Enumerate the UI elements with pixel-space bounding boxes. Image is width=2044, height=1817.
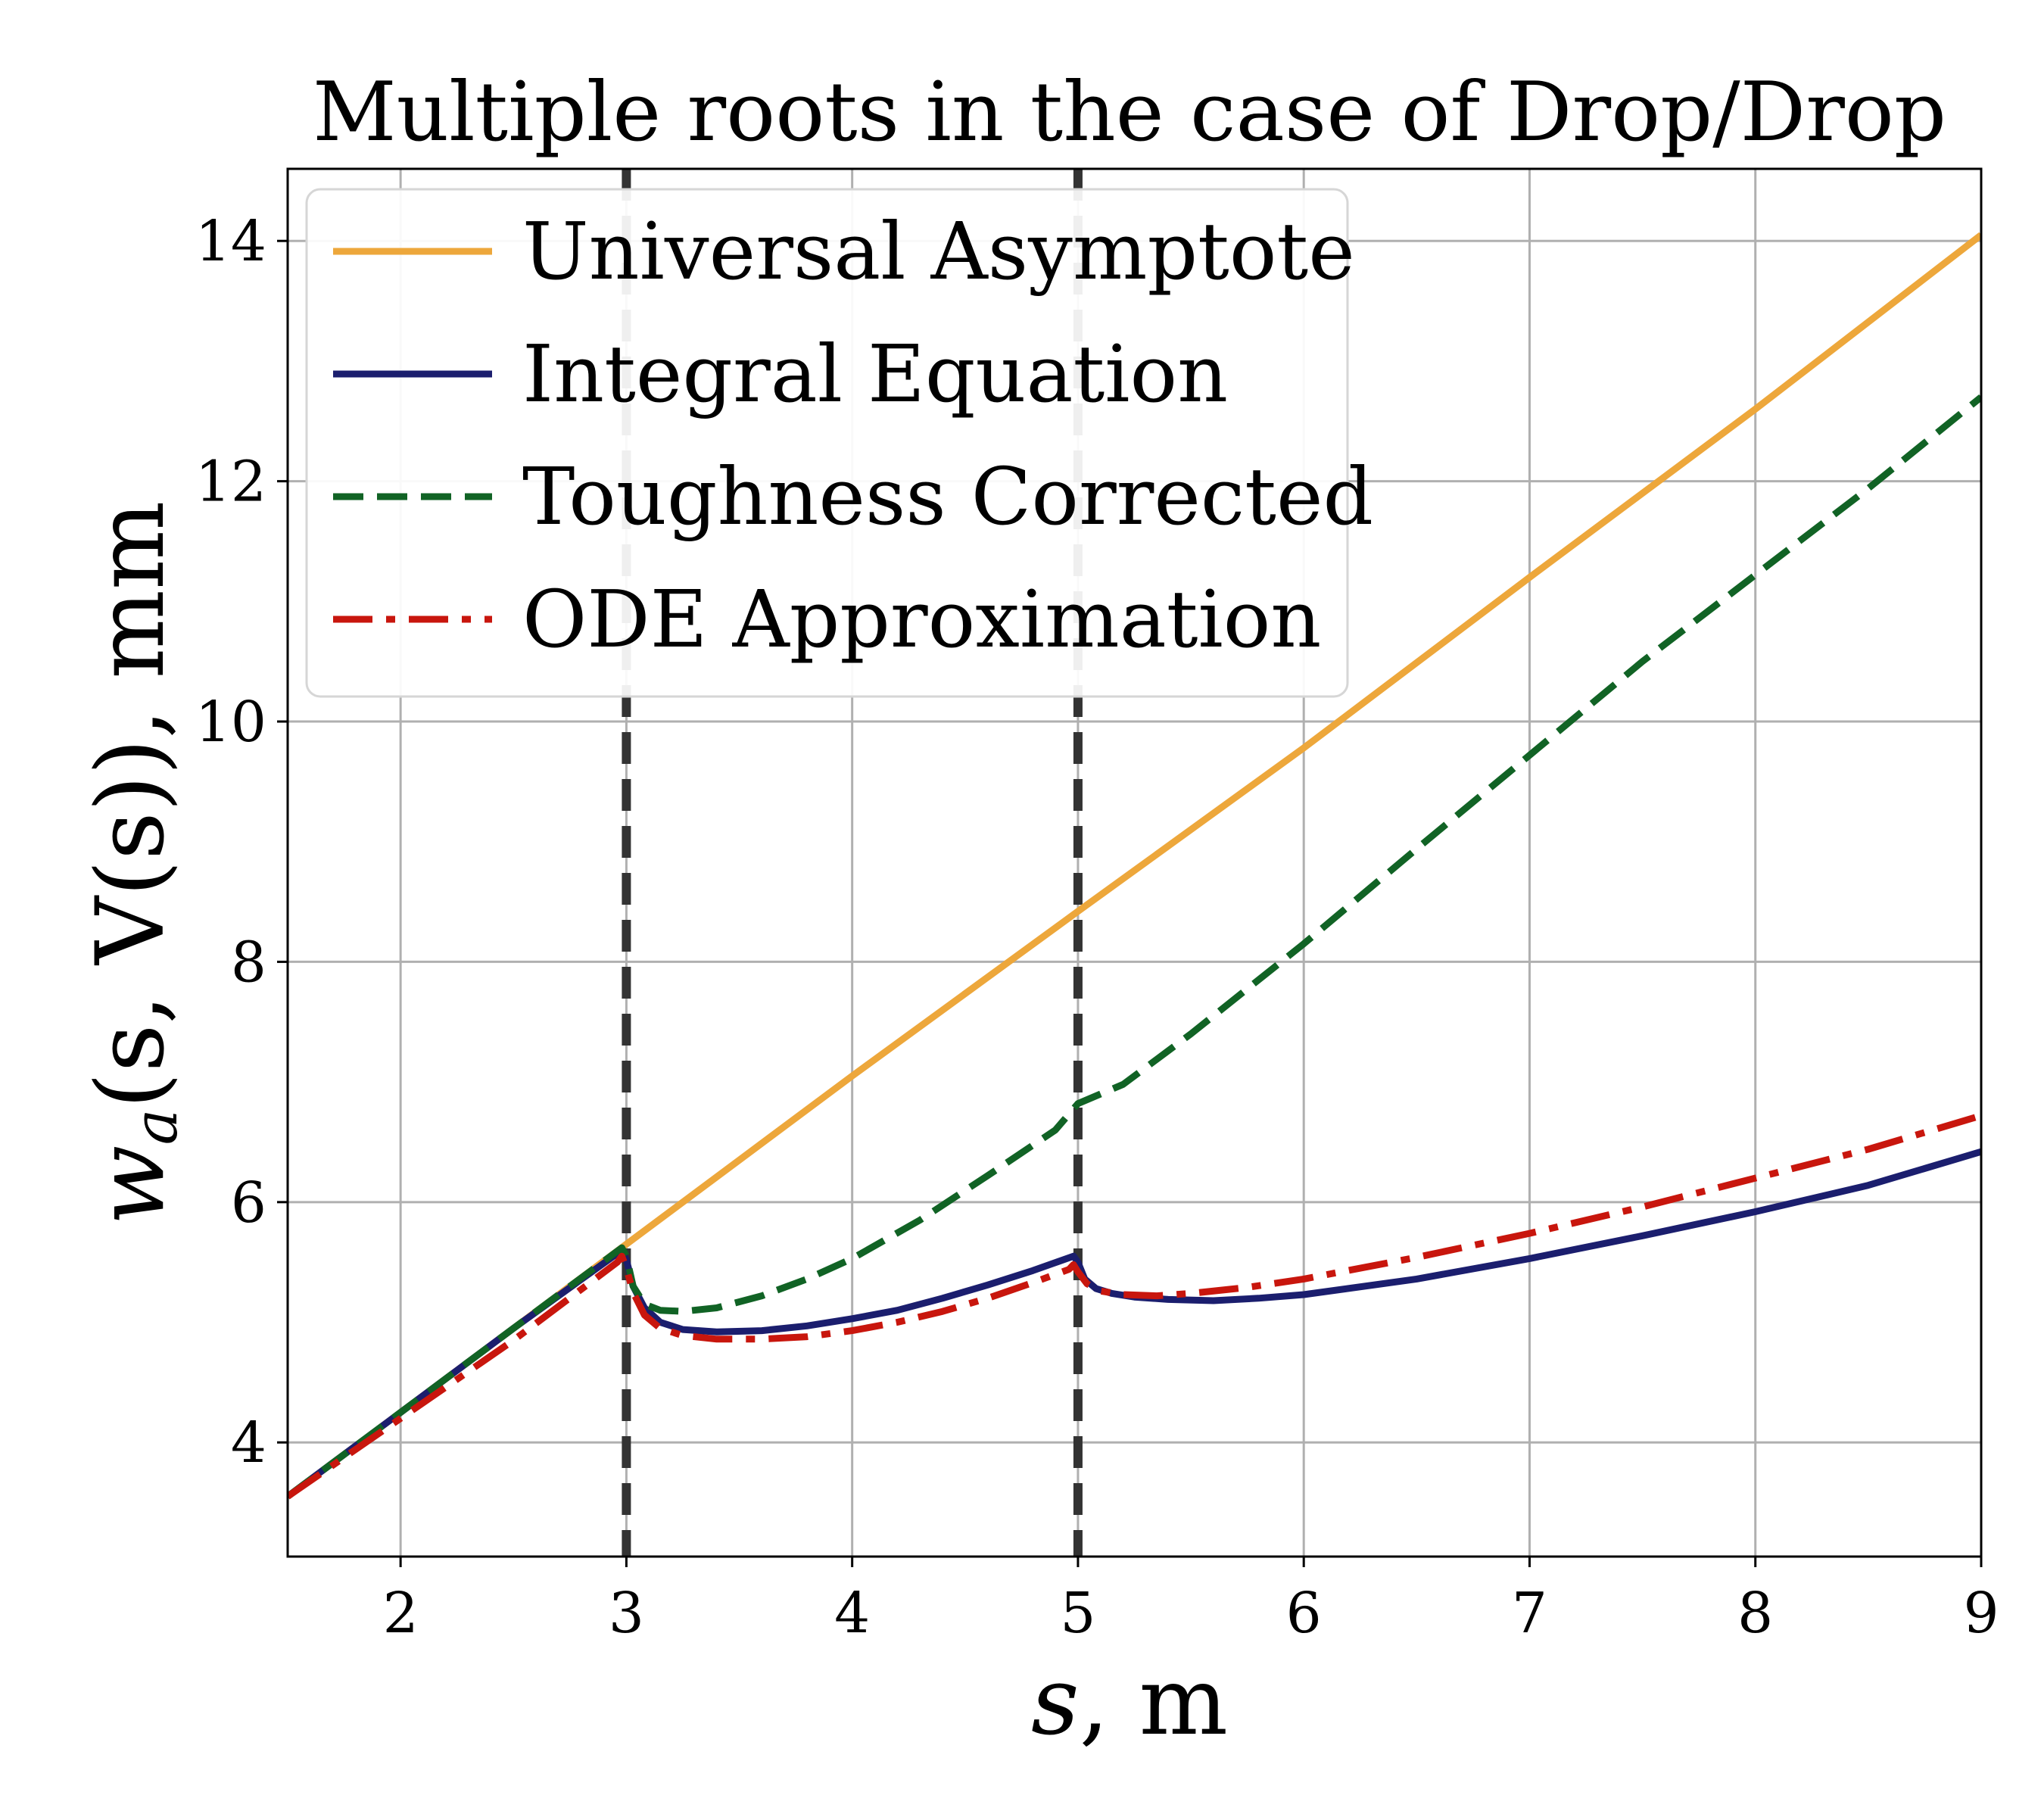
y-tick-label: 8 — [231, 930, 266, 995]
y-axis-subscript: a — [120, 1109, 191, 1145]
legend-label: Universal Asymptote — [522, 205, 1355, 298]
x-tick-label: 5 — [1060, 1581, 1095, 1646]
y-axis-ticks: 4 6 8 10 12 14 — [195, 209, 288, 1476]
x-axis-ticks: 2 3 4 5 6 7 8 9 — [383, 1557, 1999, 1646]
series-group — [288, 232, 1981, 1500]
x-axis-unit: , m — [1080, 1647, 1228, 1756]
x-tick-label: 8 — [1737, 1581, 1773, 1646]
x-axis-label: s, m — [1031, 1647, 1228, 1756]
legend-box — [305, 188, 1349, 698]
series-line-toughness-corrected — [288, 394, 1981, 1500]
x-tick-label: 4 — [834, 1581, 870, 1646]
y-axis-label: wa(s, V(s)), mm — [76, 501, 191, 1226]
x-tick-label: 7 — [1512, 1581, 1547, 1646]
x-axis-variable: s — [1031, 1647, 1080, 1756]
y-axis-arguments: (s, V(s)), mm — [76, 501, 185, 1109]
chart-title: Multiple roots in the case of Drop/Drop — [313, 65, 1946, 160]
y-tick-label: 10 — [195, 690, 266, 755]
series-line-ode-approximation — [288, 1112, 1981, 1500]
x-tick-label: 3 — [609, 1581, 644, 1646]
y-axis-variable: w — [76, 1145, 185, 1225]
legend-label: Integral Equation — [522, 328, 1228, 420]
y-tick-label: 14 — [195, 209, 266, 274]
plot-frame — [286, 167, 1983, 1558]
x-tick-label: 6 — [1286, 1581, 1322, 1646]
x-tick-label: 9 — [1963, 1581, 1999, 1646]
vertical-markers — [622, 169, 1083, 1557]
y-tick-label: 4 — [231, 1410, 266, 1476]
y-tick-label: 12 — [195, 450, 266, 515]
x-tick-label: 2 — [383, 1581, 419, 1646]
series-line-integral-equation — [288, 1148, 1981, 1500]
legend-label: Toughness Corrected — [522, 450, 1373, 543]
y-tick-label: 6 — [231, 1170, 266, 1236]
legend-label: ODE Approximation — [522, 573, 1321, 665]
legend: Universal Asymptote Integral Equation Toug… — [305, 188, 1373, 698]
